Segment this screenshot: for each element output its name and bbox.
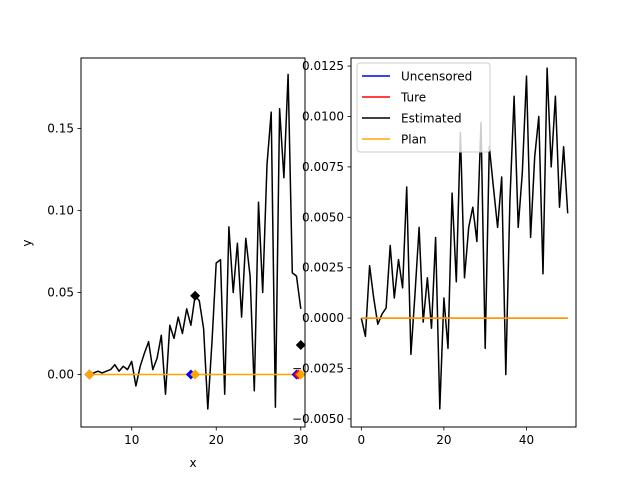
x-tick-label: 10 [124,433,139,447]
legend-label-estimated: Estimated [401,112,462,126]
legend-label-uncensored: Uncensored [401,70,472,84]
left-ylabel: y [20,239,34,246]
y-tick-label: −0.0025 [292,362,344,376]
x-tick-label: 30 [293,433,308,447]
x-tick-label: 20 [436,433,451,447]
y-tick-label: 0.0075 [302,160,344,174]
y-tick-label: 0.15 [47,122,74,136]
x-tick-label: 20 [209,433,224,447]
y-tick-label: 0.0100 [302,109,344,123]
y-tick-label: 0.00 [47,368,74,382]
legend-label-ture: Ture [400,91,426,105]
x-tick-label: 40 [519,433,534,447]
y-tick-label: 0.0050 [302,210,344,224]
y-tick-label: 0.10 [47,204,74,218]
y-tick-label: 0.0000 [302,311,344,325]
x-tick-label: 0 [358,433,366,447]
legend-label-plan: Plan [401,133,427,147]
y-tick-label: 0.0025 [302,261,344,275]
y-tick-label: −0.0050 [292,412,344,426]
left-xlabel: x [189,456,196,470]
y-tick-label: 0.0125 [302,59,344,73]
legend: Uncensored Ture Estimated Plan [357,63,490,152]
y-tick-label: 0.05 [47,286,74,300]
